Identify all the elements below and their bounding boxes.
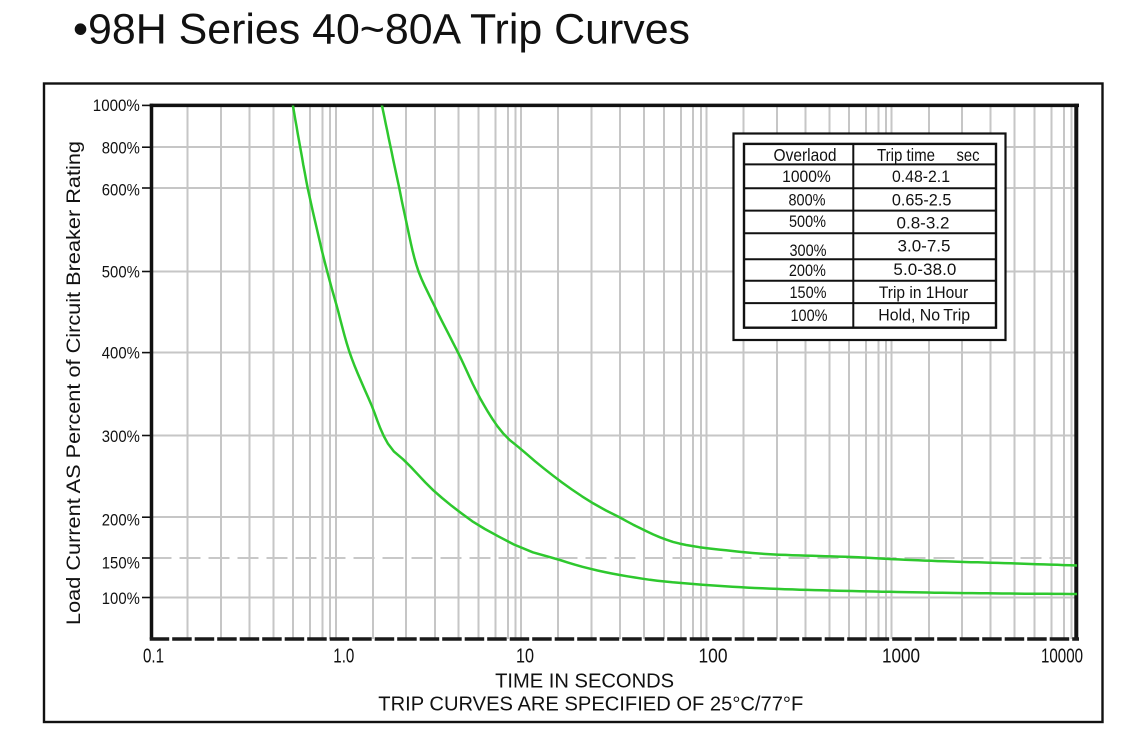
svg-text:TIME IN SECONDS: TIME IN SECONDS xyxy=(495,671,674,693)
svg-text:1000%: 1000% xyxy=(782,167,831,186)
svg-text:Hold, No Trip: Hold, No Trip xyxy=(878,306,970,325)
svg-text:5.0-38.0: 5.0-38.0 xyxy=(893,260,956,279)
svg-text:Trip time: Trip time xyxy=(877,145,935,165)
svg-text:500%: 500% xyxy=(102,263,140,282)
svg-text:300%: 300% xyxy=(102,427,140,446)
svg-text:200%: 200% xyxy=(102,511,140,530)
svg-text:100%: 100% xyxy=(102,589,140,608)
svg-text:10000: 10000 xyxy=(1041,646,1083,668)
svg-text:0.1: 0.1 xyxy=(143,646,164,668)
svg-text:200%: 200% xyxy=(789,261,826,280)
svg-text:400%: 400% xyxy=(102,344,140,363)
svg-text:3.0-7.5: 3.0-7.5 xyxy=(898,237,951,256)
svg-text:600%: 600% xyxy=(102,181,140,200)
svg-text:10: 10 xyxy=(516,646,534,668)
svg-text:0.65-2.5: 0.65-2.5 xyxy=(892,191,952,210)
svg-text:0.48-2.1: 0.48-2.1 xyxy=(892,167,950,186)
svg-text:150%: 150% xyxy=(102,554,140,573)
svg-text:100: 100 xyxy=(699,646,728,668)
svg-text:0.8-3.2: 0.8-3.2 xyxy=(897,214,950,233)
svg-text:1000%: 1000% xyxy=(93,96,140,115)
svg-text:Overlaod: Overlaod xyxy=(774,145,837,165)
svg-text:800%: 800% xyxy=(102,138,140,157)
svg-text:500%: 500% xyxy=(789,212,826,231)
svg-text:Trip in 1Hour: Trip in 1Hour xyxy=(879,283,969,302)
svg-text:TRIP CURVES ARE SPECIFIED OF 2: TRIP CURVES ARE SPECIFIED OF 25°C/77°F xyxy=(378,694,803,716)
svg-text:800%: 800% xyxy=(789,191,826,210)
svg-text:Load Current AS Percent of Cir: Load Current AS Percent of Circuit Break… xyxy=(63,141,85,625)
svg-text:300%: 300% xyxy=(790,241,827,260)
svg-text:100%: 100% xyxy=(791,306,828,325)
svg-text:1000: 1000 xyxy=(882,646,920,668)
svg-text:sec: sec xyxy=(957,145,980,165)
svg-text:•98H Series 40~80A Trip Curves: •98H Series 40~80A Trip Curves xyxy=(73,6,690,54)
svg-text:1.0: 1.0 xyxy=(333,646,354,668)
svg-text:150%: 150% xyxy=(790,283,827,302)
